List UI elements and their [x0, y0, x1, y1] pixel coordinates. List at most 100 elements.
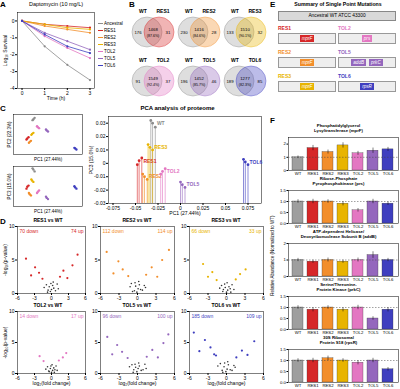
- svg-text:5: 5: [95, 339, 98, 345]
- svg-text:-3: -3: [10, 68, 15, 74]
- svg-text:0: 0: [50, 295, 53, 301]
- svg-text:RES3: RES3: [337, 330, 349, 335]
- svg-text:0.0: 0.0: [280, 221, 287, 226]
- svg-text:10: 10: [181, 223, 187, 229]
- svg-text:0.0: 0.0: [280, 380, 287, 385]
- svg-text:-log₁₀(p-value): -log₁₀(p-value): [2, 326, 8, 358]
- svg-text:28: 28: [212, 30, 217, 35]
- svg-text:log₂(fold change): log₂(fold change): [208, 380, 246, 386]
- svg-text:RES3: RES3: [154, 144, 167, 150]
- svg-text:91: 91: [136, 79, 141, 84]
- svg-text:6: 6: [173, 295, 176, 301]
- svg-text:-0.02: -0.02: [94, 187, 106, 193]
- svg-text:-log₁₀(p-value): -log₁₀(p-value): [2, 244, 8, 276]
- svg-text:(90.1%): (90.1%): [239, 34, 252, 38]
- svg-text:TOL5: TOL5: [368, 330, 379, 335]
- svg-text:0.03: 0.03: [96, 120, 106, 126]
- svg-text:196: 196: [180, 79, 188, 84]
- svg-text:1.5: 1.5: [280, 347, 287, 352]
- svg-text:PC3 (15.0%): PC3 (15.0%): [7, 173, 12, 199]
- svg-text:PC1 (27.44%): PC1 (27.44%): [34, 157, 63, 162]
- svg-text:RES3: RES3: [248, 8, 261, 14]
- svg-text:0.5: 0.5: [280, 369, 287, 374]
- svg-text:0: 0: [184, 370, 187, 376]
- svg-text:WT: WT: [139, 57, 147, 63]
- svg-text:-1: -1: [10, 34, 15, 40]
- svg-text:TOL2: TOL2: [167, 168, 180, 174]
- svg-text:TOL5: TOL5: [368, 277, 379, 282]
- svg-text:RES2: RES2: [322, 277, 334, 282]
- svg-text:0: 0: [136, 295, 139, 301]
- svg-text:WT: WT: [231, 8, 239, 14]
- svg-text:3: 3: [155, 295, 158, 301]
- svg-text:RES2: RES2: [322, 383, 334, 388]
- svg-text:PC1 (27.44%): PC1 (27.44%): [169, 210, 201, 216]
- svg-text:(82.3%): (82.3%): [239, 83, 252, 87]
- svg-text:TOL6: TOL6: [249, 57, 262, 63]
- svg-text:0: 0: [95, 370, 98, 376]
- svg-text:RES2: RES2: [322, 171, 334, 176]
- svg-text:RES2: RES2: [322, 224, 334, 229]
- svg-text:Time (h): Time (h): [47, 95, 66, 101]
- svg-text:RES3: RES3: [337, 224, 349, 229]
- svg-text:TOL2: TOL2: [353, 277, 364, 282]
- svg-text:RES1: RES1: [307, 171, 319, 176]
- svg-text:96 down: 96 down: [103, 313, 122, 319]
- svg-text:TOL6: TOL6: [383, 224, 394, 229]
- svg-text:0.5: 0.5: [280, 316, 287, 321]
- svg-text:-6: -6: [15, 375, 20, 381]
- svg-text:WT: WT: [185, 57, 193, 63]
- svg-text:5: 5: [12, 257, 15, 263]
- svg-text:log₂(fold change): log₂(fold change): [119, 380, 157, 386]
- svg-text:133: 133: [226, 30, 234, 35]
- svg-text:1510: 1510: [240, 27, 250, 32]
- svg-text:TOL6: TOL6: [250, 159, 263, 165]
- svg-text:6: 6: [173, 375, 176, 381]
- svg-text:31: 31: [166, 30, 171, 35]
- svg-text:log₂(fold change): log₂(fold change): [33, 380, 71, 386]
- svg-text:-0.075: -0.075: [106, 205, 120, 211]
- svg-text:6: 6: [262, 295, 265, 301]
- svg-text:-0.01: -0.01: [94, 173, 106, 179]
- svg-text:-4: -4: [10, 85, 15, 91]
- svg-text:1549: 1549: [148, 76, 158, 81]
- svg-text:2: 2: [284, 241, 287, 246]
- svg-text:74 up: 74 up: [71, 228, 84, 234]
- svg-text:(92.4%): (92.4%): [147, 83, 160, 87]
- svg-text:RES3: RES3: [337, 383, 349, 388]
- svg-text:-0.03: -0.03: [94, 200, 106, 206]
- svg-text:5: 5: [184, 257, 187, 263]
- svg-text:TOL2: TOL2: [157, 57, 170, 63]
- svg-text:230: 230: [180, 30, 188, 35]
- svg-text:66 down: 66 down: [192, 228, 211, 234]
- svg-text:-6: -6: [98, 375, 103, 381]
- svg-text:0: 0: [103, 160, 106, 166]
- svg-text:TOL2: TOL2: [353, 383, 364, 388]
- svg-text:5: 5: [12, 339, 15, 345]
- svg-text:0: 0: [12, 18, 15, 24]
- svg-text:10: 10: [9, 223, 15, 229]
- svg-text:TOL6: TOL6: [383, 330, 394, 335]
- svg-text:1.5: 1.5: [280, 294, 287, 299]
- svg-text:0.02: 0.02: [96, 133, 106, 139]
- svg-text:-6: -6: [98, 295, 103, 301]
- svg-text:RES1: RES1: [307, 277, 319, 282]
- svg-text:3: 3: [244, 295, 247, 301]
- svg-text:6: 6: [262, 375, 265, 381]
- svg-text:0.0: 0.0: [280, 327, 287, 332]
- svg-text:TOL5: TOL5: [368, 171, 379, 176]
- svg-text:14 down: 14 down: [20, 313, 39, 319]
- svg-text:-3: -3: [206, 295, 211, 301]
- svg-text:0: 0: [95, 290, 98, 296]
- svg-text:RES3: RES3: [337, 171, 349, 176]
- svg-text:0: 0: [21, 90, 24, 96]
- svg-text:-0.05: -0.05: [130, 205, 142, 211]
- svg-text:RES1: RES1: [307, 224, 319, 229]
- svg-text:109 up: 109 up: [246, 313, 262, 319]
- svg-text:32: 32: [258, 30, 263, 35]
- svg-text:TOL5: TOL5: [203, 57, 216, 63]
- svg-text:185 down: 185 down: [192, 313, 214, 319]
- svg-text:1416: 1416: [194, 27, 204, 32]
- svg-text:176: 176: [134, 30, 142, 35]
- svg-text:-6: -6: [187, 295, 192, 301]
